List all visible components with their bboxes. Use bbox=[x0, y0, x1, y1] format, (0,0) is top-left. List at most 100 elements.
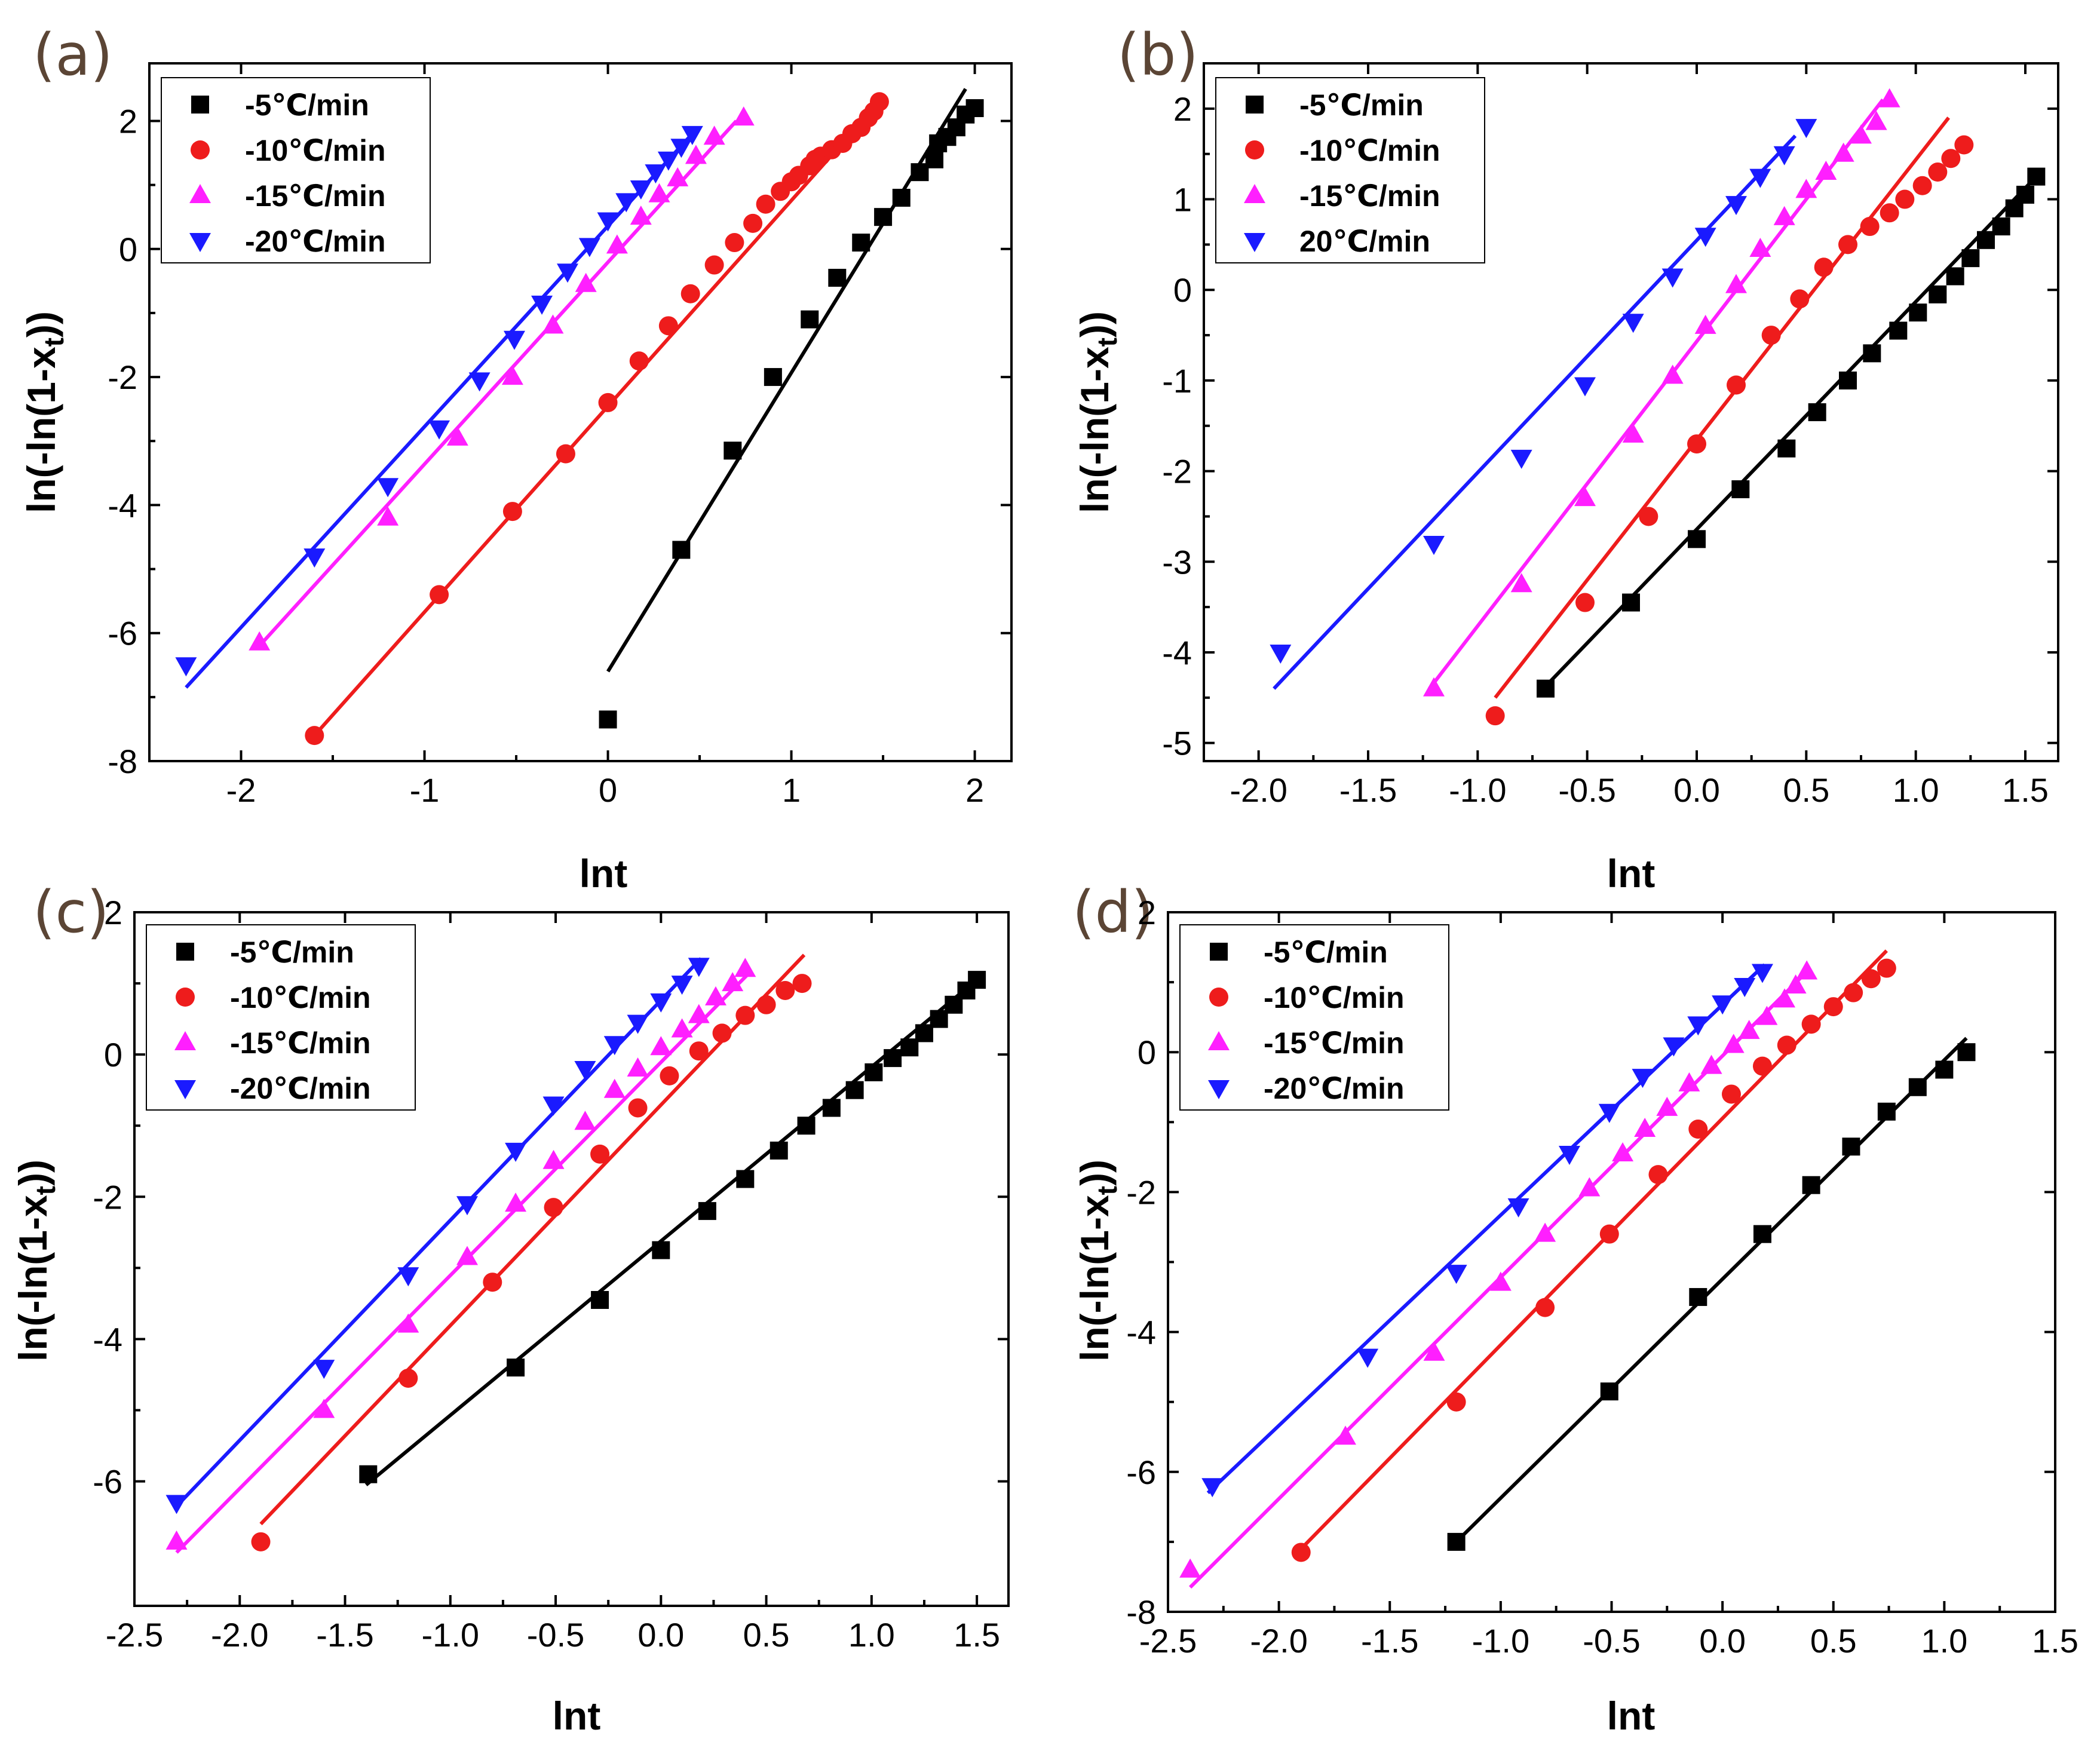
data-point bbox=[630, 206, 652, 225]
data-point bbox=[468, 372, 490, 392]
legend-label: 20℃/min bbox=[1299, 225, 1430, 258]
data-point bbox=[1661, 268, 1684, 288]
data-point bbox=[1656, 1096, 1678, 1116]
data-point bbox=[660, 1066, 679, 1085]
data-point bbox=[1721, 1084, 1741, 1104]
data-point bbox=[1599, 1224, 1619, 1244]
data-point bbox=[1977, 231, 1995, 249]
data-point bbox=[704, 255, 724, 275]
legend-label: -15℃/min bbox=[1299, 179, 1440, 213]
y-tick-label: 0 bbox=[119, 231, 137, 268]
data-point bbox=[723, 441, 742, 460]
data-point bbox=[1712, 995, 1734, 1015]
data-point bbox=[1877, 958, 1896, 978]
y-axis-title-tail: )) bbox=[1072, 1160, 1117, 1186]
y-axis-title-main: ln(-ln(1-x bbox=[19, 346, 63, 513]
data-point bbox=[1946, 267, 1964, 286]
legend: -5℃/min -10℃/min -15℃/min -20℃/min bbox=[146, 924, 416, 1111]
legend-label: -20℃/min bbox=[245, 225, 386, 258]
y-axis-title-subscript: t bbox=[1092, 338, 1123, 346]
data-point bbox=[1689, 1288, 1707, 1307]
series-1 bbox=[1537, 167, 2046, 698]
legend-label: -10℃/min bbox=[1264, 981, 1405, 1014]
plot-frame bbox=[133, 911, 1010, 1607]
data-point bbox=[249, 631, 271, 651]
data-point bbox=[1878, 88, 1900, 108]
series-1 bbox=[1447, 1037, 1976, 1551]
x-tick-label: 0.5 bbox=[743, 1616, 790, 1654]
legend-marker bbox=[1244, 233, 1265, 252]
data-point bbox=[1880, 203, 1899, 223]
data-point bbox=[1507, 1198, 1529, 1218]
data-point bbox=[428, 420, 450, 440]
legend-marker bbox=[174, 1080, 196, 1099]
data-point bbox=[1992, 217, 2010, 236]
y-tick-label: -4 bbox=[93, 1320, 122, 1358]
x-tick-label: 1.0 bbox=[1893, 771, 1939, 809]
data-point bbox=[650, 1036, 672, 1056]
panel-b: (b) -2.0 -1.5 -1.0 -0.5 0.0 0.5 1.0 1.5 -5 -4 -3 -2 -… bbox=[1072, 22, 2059, 896]
data-point bbox=[1814, 257, 1834, 277]
y-axis-title-main: ln(-ln(1-x bbox=[1072, 1195, 1117, 1362]
legend-marker bbox=[176, 988, 195, 1007]
y-axis-title: ln(-ln(1-xt)) bbox=[11, 1160, 61, 1362]
x-tick-label: 0.5 bbox=[1783, 771, 1829, 809]
data-point bbox=[303, 548, 326, 568]
fit-line bbox=[1455, 1037, 1968, 1544]
data-point bbox=[505, 1192, 527, 1212]
data-point bbox=[884, 1049, 902, 1068]
legend-label: -20℃/min bbox=[230, 1072, 371, 1105]
data-point bbox=[1535, 1298, 1555, 1317]
legend-label: -10℃/min bbox=[1299, 134, 1440, 167]
plot-frame bbox=[1203, 62, 2059, 762]
data-point bbox=[667, 167, 689, 186]
legend-label: -5℃/min bbox=[245, 88, 369, 122]
data-point bbox=[968, 971, 986, 989]
data-point bbox=[1179, 1558, 1201, 1578]
data-point bbox=[1700, 1054, 1722, 1074]
data-point bbox=[1935, 1060, 1954, 1079]
data-point bbox=[845, 1081, 864, 1099]
x-tick-label: 1.5 bbox=[2002, 771, 2049, 809]
legend-marker bbox=[176, 943, 194, 961]
data-point bbox=[1839, 371, 1857, 390]
data-point bbox=[1489, 1271, 1512, 1291]
panel-d: (d) -2.5 -2.0 -1.5 -1.0 -0.5 0.0 0.5 1.0 1.5 -8 -6 -… bbox=[1072, 879, 2078, 1738]
data-point bbox=[1731, 480, 1750, 498]
panel-c: (c) -2.5 -2.0 -1.5 -1.0 -0.5 0.0 0.5 1.0 1.5 -6 -4 -… bbox=[11, 879, 1010, 1738]
data-point bbox=[1877, 1102, 1896, 1121]
data-point bbox=[603, 1078, 626, 1098]
data-point bbox=[1889, 321, 1908, 340]
legend-label: -10℃/min bbox=[245, 134, 386, 167]
data-point bbox=[398, 1368, 418, 1388]
data-point bbox=[1912, 176, 1932, 195]
legend-marker bbox=[189, 184, 211, 203]
data-point bbox=[599, 710, 617, 729]
plot-frame bbox=[148, 62, 1013, 762]
y-tick-label: -8 bbox=[1126, 1593, 1156, 1631]
data-point bbox=[822, 1099, 841, 1117]
x-tick-label: -2.0 bbox=[1250, 1622, 1308, 1660]
data-point bbox=[1694, 314, 1716, 334]
y-tick-label: 2 bbox=[119, 102, 137, 140]
data-point bbox=[1815, 161, 1837, 180]
data-point bbox=[175, 657, 197, 677]
legend-marker bbox=[1246, 96, 1264, 114]
series-2 bbox=[305, 92, 889, 746]
data-point bbox=[689, 1041, 709, 1061]
data-point bbox=[698, 1202, 716, 1221]
x-tick-label: 2 bbox=[965, 771, 984, 809]
x-tick-label: -1.0 bbox=[1449, 771, 1507, 809]
x-tick-label: -0.5 bbox=[1558, 771, 1616, 809]
fit-line bbox=[259, 953, 806, 1526]
data-point bbox=[1752, 1056, 1772, 1076]
data-point bbox=[1749, 237, 1771, 257]
data-point bbox=[892, 189, 910, 207]
data-point bbox=[1773, 206, 1795, 225]
data-point bbox=[2027, 167, 2046, 186]
data-point bbox=[1722, 1034, 1745, 1053]
data-point bbox=[1622, 593, 1640, 612]
data-point bbox=[1688, 1120, 1708, 1139]
data-point bbox=[1661, 364, 1684, 384]
data-point bbox=[574, 1060, 596, 1080]
